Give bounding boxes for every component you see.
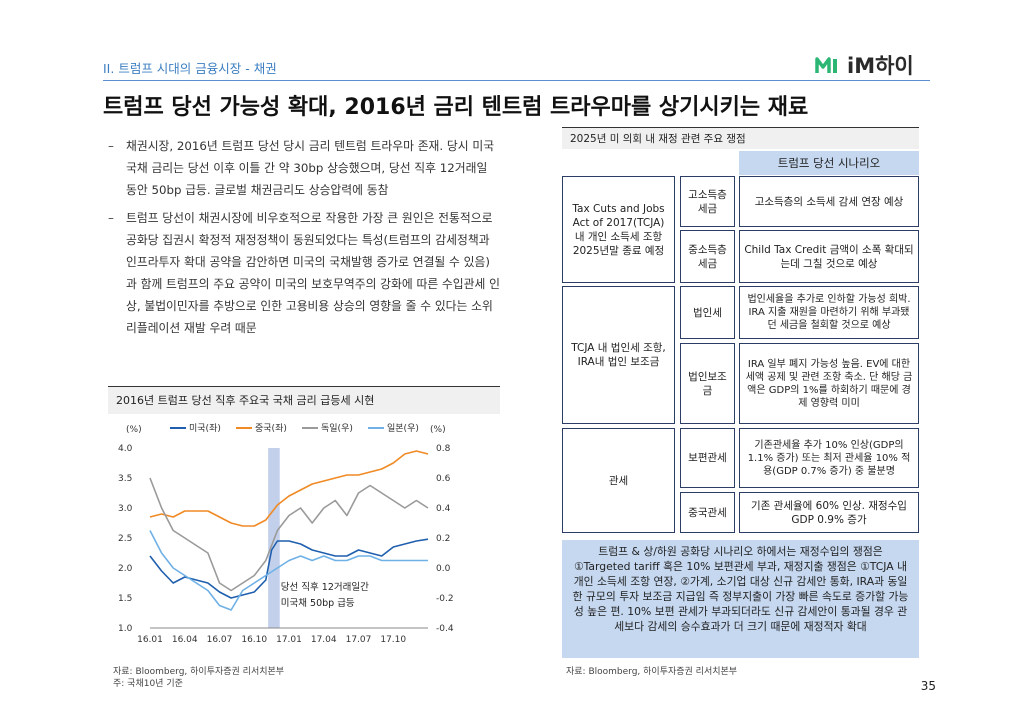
- group-tcja-personal: Tax Cuts and Jobs Act of 2017(TCJA) 내 개인…: [562, 176, 675, 283]
- item-high-income: 고소득층 세금: [680, 176, 735, 227]
- y-right-tick: -0.2: [436, 594, 454, 604]
- y-left-tick: 1.0: [118, 624, 133, 634]
- y-left-tick: 3.5: [118, 474, 132, 484]
- item-corporate-subsidy: 법인보조금: [680, 343, 735, 424]
- x-tick: 17.07: [346, 635, 372, 645]
- scenario-high-income: 고소득층의 소득세 감세 연장 예상: [739, 176, 919, 227]
- scenario-header: 트럼프 당선 시나리오: [739, 151, 919, 175]
- chart-note: 주: 국채10년 기준: [113, 679, 183, 689]
- x-tick: 17.10: [380, 635, 406, 645]
- scenario-middle-income: Child Tax Credit 금액이 소폭 확대되는데 그칠 것으로 예상: [739, 230, 919, 283]
- x-tick: 17.04: [311, 635, 337, 645]
- legend-label: 미국(좌): [189, 423, 221, 434]
- section-label: II. 트럼프 시대의 금융시장 - 채권: [103, 61, 277, 76]
- y-right-tick: 0.6: [436, 474, 451, 484]
- x-tick: 16.07: [207, 635, 233, 645]
- bullet-dash: –: [108, 211, 114, 225]
- legend-label: 중국(좌): [255, 423, 287, 434]
- y-right-tick: 0.8: [436, 444, 451, 454]
- chart-annotation: 당선 직후 12거래일간: [281, 582, 369, 593]
- y-left-tick: 2.5: [118, 534, 132, 544]
- x-tick: 16.10: [241, 635, 267, 645]
- chart-title: 2016년 트럼프 당선 직후 주요국 국채 금리 급등세 시현: [108, 386, 500, 414]
- item-corporate-tax: 법인세: [680, 286, 735, 339]
- series-line: [149, 477, 429, 592]
- y-right-tick: 0.4: [436, 504, 451, 514]
- x-tick: 16.04: [172, 635, 198, 645]
- y-left-tick: 1.5: [118, 594, 132, 604]
- bullet-item: – 트럼프 당선이 채권시장에 비우호적으로 작용한 가장 큰 원인은 전통적으…: [108, 207, 500, 339]
- scenario-corporate-subsidy: IRA 일부 폐지 가능성 높음. EV에 대한 세액 공제 및 관련 조항 축…: [739, 343, 919, 424]
- y-left-tick: 3.0: [118, 504, 133, 514]
- bullet-text: 트럼프 당선이 채권시장에 비우호적으로 작용한 가장 큰 원인은 전통적으로 …: [126, 211, 500, 335]
- scenario-summary: 트럼프 & 상/하원 공화당 시나리오 하에서는 재정수입의 쟁점은 ①Targ…: [562, 540, 919, 658]
- rates-chart: (%) (%) 미국(좌) 중국(좌) 독일(우) 일본(우) 4.0 3.5 3.0 2.5 2.…: [118, 423, 454, 645]
- bullet-item: – 채권시장, 2016년 트럼프 당선 당시 금리 텐트럼 트라우마 존재. …: [108, 135, 500, 201]
- chart-source: 자료: Bloomberg, 하이투자증권 리서치본부: [113, 667, 285, 677]
- bullet-list: – 채권시장, 2016년 트럼프 당선 당시 금리 텐트럼 트라우마 존재. …: [108, 135, 500, 345]
- right-unit-label: (%): [430, 425, 446, 435]
- scenario-corporate-tax: 법인세율을 추가로 인하할 가능성 희박. IRA 지출 재원을 마련하기 위해…: [739, 286, 919, 339]
- y-right-tick: -0.4: [436, 624, 454, 634]
- y-right-tick: 0.0: [436, 564, 451, 574]
- scenario-universal-tariff: 기존관세율 추가 10% 인상(GDP의 1.1% 증가) 또는 최저 관세율 …: [739, 428, 919, 488]
- chart-annotation: 미국채 50bp 급등: [281, 598, 355, 609]
- table-header: 2025년 미 의회 내 재정 관련 주요 쟁점: [562, 127, 919, 149]
- logo-mark-icon: [815, 57, 837, 73]
- table-source: 자료: Bloomberg, 하이투자증권 리서치본부: [566, 667, 738, 677]
- legend-label: 일본(우): [387, 423, 419, 434]
- logo: iM하이: [815, 50, 914, 80]
- legend-label: 독일(우): [321, 423, 353, 434]
- header-divider: [103, 80, 930, 81]
- bullet-dash: –: [108, 139, 114, 153]
- x-tick: 17.01: [276, 635, 302, 645]
- x-tick: 16.01: [137, 635, 163, 645]
- y-right-tick: 0.2: [436, 534, 450, 544]
- group-corporate: TCJA 내 법인세 조항, IRA내 법인 보조금: [562, 286, 675, 424]
- series-line: [149, 538, 429, 599]
- bullet-text: 채권시장, 2016년 트럼프 당선 당시 금리 텐트럼 트라우마 존재. 당시…: [126, 139, 495, 197]
- item-china-tariff: 중국관세: [680, 492, 735, 533]
- group-tariff: 관세: [562, 428, 675, 533]
- item-middle-income: 중소득층 세금: [680, 230, 735, 283]
- logo-text: iM하이: [847, 54, 914, 78]
- scenario-china-tariff: 기존 관세율에 60% 인상. 재정수입 GDP 0.9% 증가: [739, 492, 919, 533]
- y-left-tick: 4.0: [118, 444, 133, 454]
- left-unit-label: (%): [126, 425, 142, 435]
- series-line: [149, 530, 428, 611]
- series-line: [149, 450, 429, 527]
- page-title: 트럼프 당선 가능성 확대, 2016년 금리 텐트럼 트라우마를 상기시키는 …: [103, 95, 809, 120]
- y-left-tick: 2.0: [118, 564, 133, 574]
- page-number: 35: [920, 679, 936, 693]
- item-universal-tariff: 보편관세: [680, 428, 735, 488]
